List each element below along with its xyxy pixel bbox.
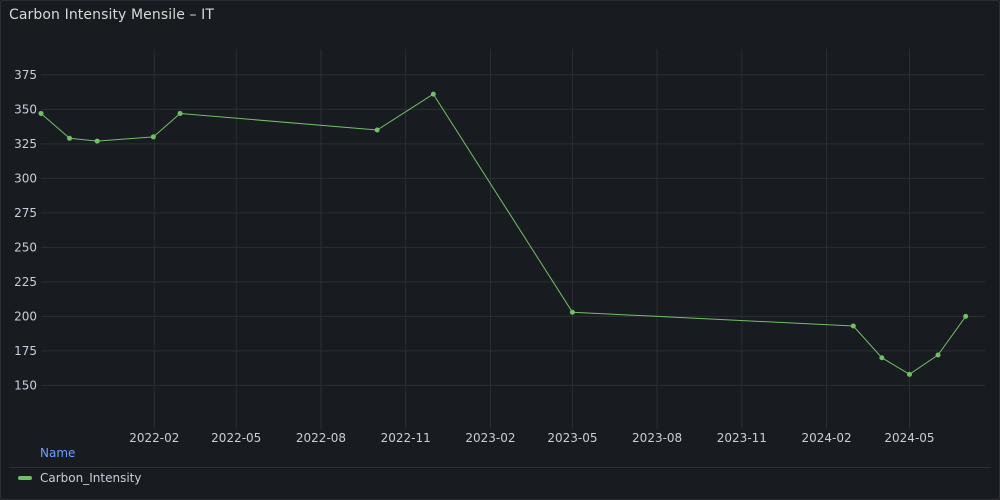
y-axis: 150 175 200 225 250 275 300 325 350 375: [14, 68, 37, 393]
x-tick-label: 2023-05: [547, 431, 597, 445]
y-tick-label: 150: [14, 378, 37, 392]
y-tick-label: 375: [14, 68, 37, 82]
data-point[interactable]: [374, 127, 380, 133]
x-tick-label: 2022-11: [381, 431, 431, 445]
x-tick-label: 2024-05: [884, 431, 934, 445]
legend-swatch: [18, 476, 32, 480]
x-tick-label: 2024-02: [802, 431, 852, 445]
data-point[interactable]: [850, 323, 856, 329]
x-tick-label: 2023-08: [632, 431, 682, 445]
data-point[interactable]: [67, 135, 73, 141]
data-point[interactable]: [906, 371, 912, 377]
x-tick-label: 2022-05: [211, 431, 261, 445]
panel-title: Carbon Intensity Mensile – IT: [9, 7, 215, 23]
x-tick-label: 2022-02: [129, 431, 179, 445]
data-point[interactable]: [94, 138, 100, 144]
data-point[interactable]: [569, 309, 575, 315]
grid: [41, 49, 985, 429]
data-point[interactable]: [150, 134, 156, 140]
y-tick-label: 200: [14, 309, 37, 323]
data-point[interactable]: [879, 355, 885, 361]
data-point[interactable]: [177, 110, 183, 116]
y-tick-label: 225: [14, 275, 37, 289]
data-point[interactable]: [38, 110, 44, 116]
y-tick-label: 325: [14, 137, 37, 151]
legend-header[interactable]: Name: [40, 446, 76, 460]
x-tick-label: 2023-02: [465, 431, 515, 445]
y-tick-label: 350: [14, 102, 37, 116]
legend-divider: [9, 467, 991, 468]
legend-item-carbon-intensity[interactable]: Carbon_Intensity: [18, 471, 141, 485]
y-tick-label: 175: [14, 344, 37, 358]
y-tick-label: 250: [14, 240, 37, 254]
y-tick-label: 300: [14, 171, 37, 185]
x-tick-label: 2022-08: [296, 431, 346, 445]
data-point[interactable]: [935, 352, 941, 358]
legend-label: Carbon_Intensity: [40, 471, 142, 485]
x-tick-label: 2023-11: [717, 431, 767, 445]
y-tick-label: 275: [14, 206, 37, 220]
series: [38, 91, 969, 377]
data-point[interactable]: [430, 91, 436, 97]
x-axis: 2022-02 2022-05 2022-08 2022-11 2023-02 2023-…: [129, 431, 934, 445]
data-point[interactable]: [963, 313, 969, 319]
